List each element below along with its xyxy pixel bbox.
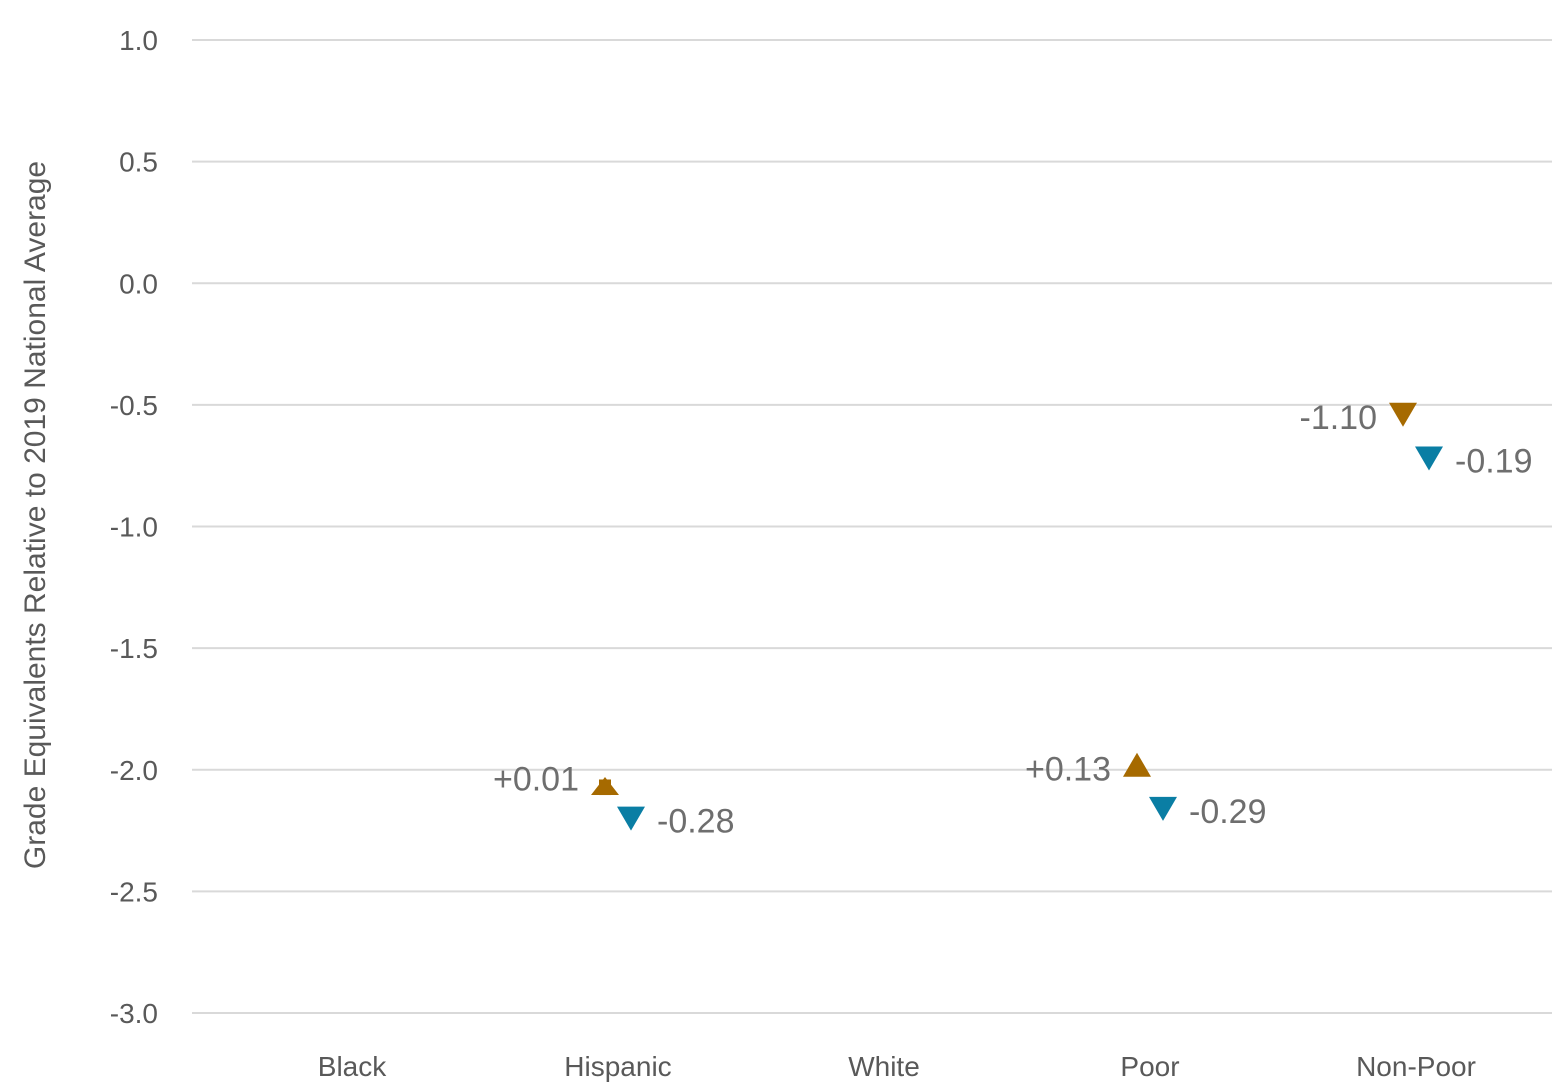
arrow-head <box>591 777 619 796</box>
y-tick-label: 0.5 <box>119 147 158 178</box>
gridlines <box>192 39 1552 1014</box>
arrow-mark: -0.28 <box>617 803 735 841</box>
y-tick-label: -1.0 <box>110 512 158 543</box>
y-tick-label: 1.0 <box>119 25 158 56</box>
x-category-label: Black <box>318 1051 387 1082</box>
arrow-head <box>1389 402 1417 427</box>
y-axis-label: Grade Equivalents Relative to 2019 Natio… <box>19 161 52 869</box>
data-label: -1.10 <box>1300 399 1378 437</box>
data-label: +0.01 <box>493 760 579 798</box>
y-axis-ticks: 1.0 0.5 0.0 -0.5 -1.0 -1.5 -2.0 -2.5 -3.0 <box>110 25 158 1029</box>
x-axis-categories: Black Hispanic White Poor Non-Poor <box>318 1051 1476 1082</box>
x-category-label: Poor <box>1120 1051 1179 1082</box>
data-label: +0.13 <box>1025 751 1111 789</box>
data-label: -0.29 <box>1189 793 1267 831</box>
arrow-mark: -1.10 <box>1300 399 1417 437</box>
arrow-head <box>1415 446 1443 471</box>
x-category-label: White <box>848 1051 920 1082</box>
arrow-mark: +0.01 <box>493 760 619 798</box>
arrow-head <box>1149 796 1177 821</box>
data-label: -0.28 <box>657 803 735 841</box>
y-tick-label: -0.5 <box>110 390 158 421</box>
x-category-label: Hispanic <box>564 1051 671 1082</box>
arrow-marks: +0.01 +0.13 -1.10 -0.28 -0.29 -0.19 <box>493 399 1533 841</box>
y-tick-label: -3.0 <box>110 998 158 1029</box>
y-tick-label: 0.0 <box>119 268 158 299</box>
data-label: -0.19 <box>1455 443 1533 481</box>
arrow-mark: -0.29 <box>1149 793 1267 831</box>
arrow-head <box>617 806 645 831</box>
arrow-mark: -0.19 <box>1415 443 1533 481</box>
arrow-head <box>1123 752 1151 777</box>
y-tick-label: -2.5 <box>110 876 158 907</box>
y-tick-label: -1.5 <box>110 633 158 664</box>
y-tick-label: -2.0 <box>110 755 158 786</box>
arrow-mark: +0.13 <box>1025 751 1151 789</box>
x-category-label: Non-Poor <box>1356 1051 1476 1082</box>
